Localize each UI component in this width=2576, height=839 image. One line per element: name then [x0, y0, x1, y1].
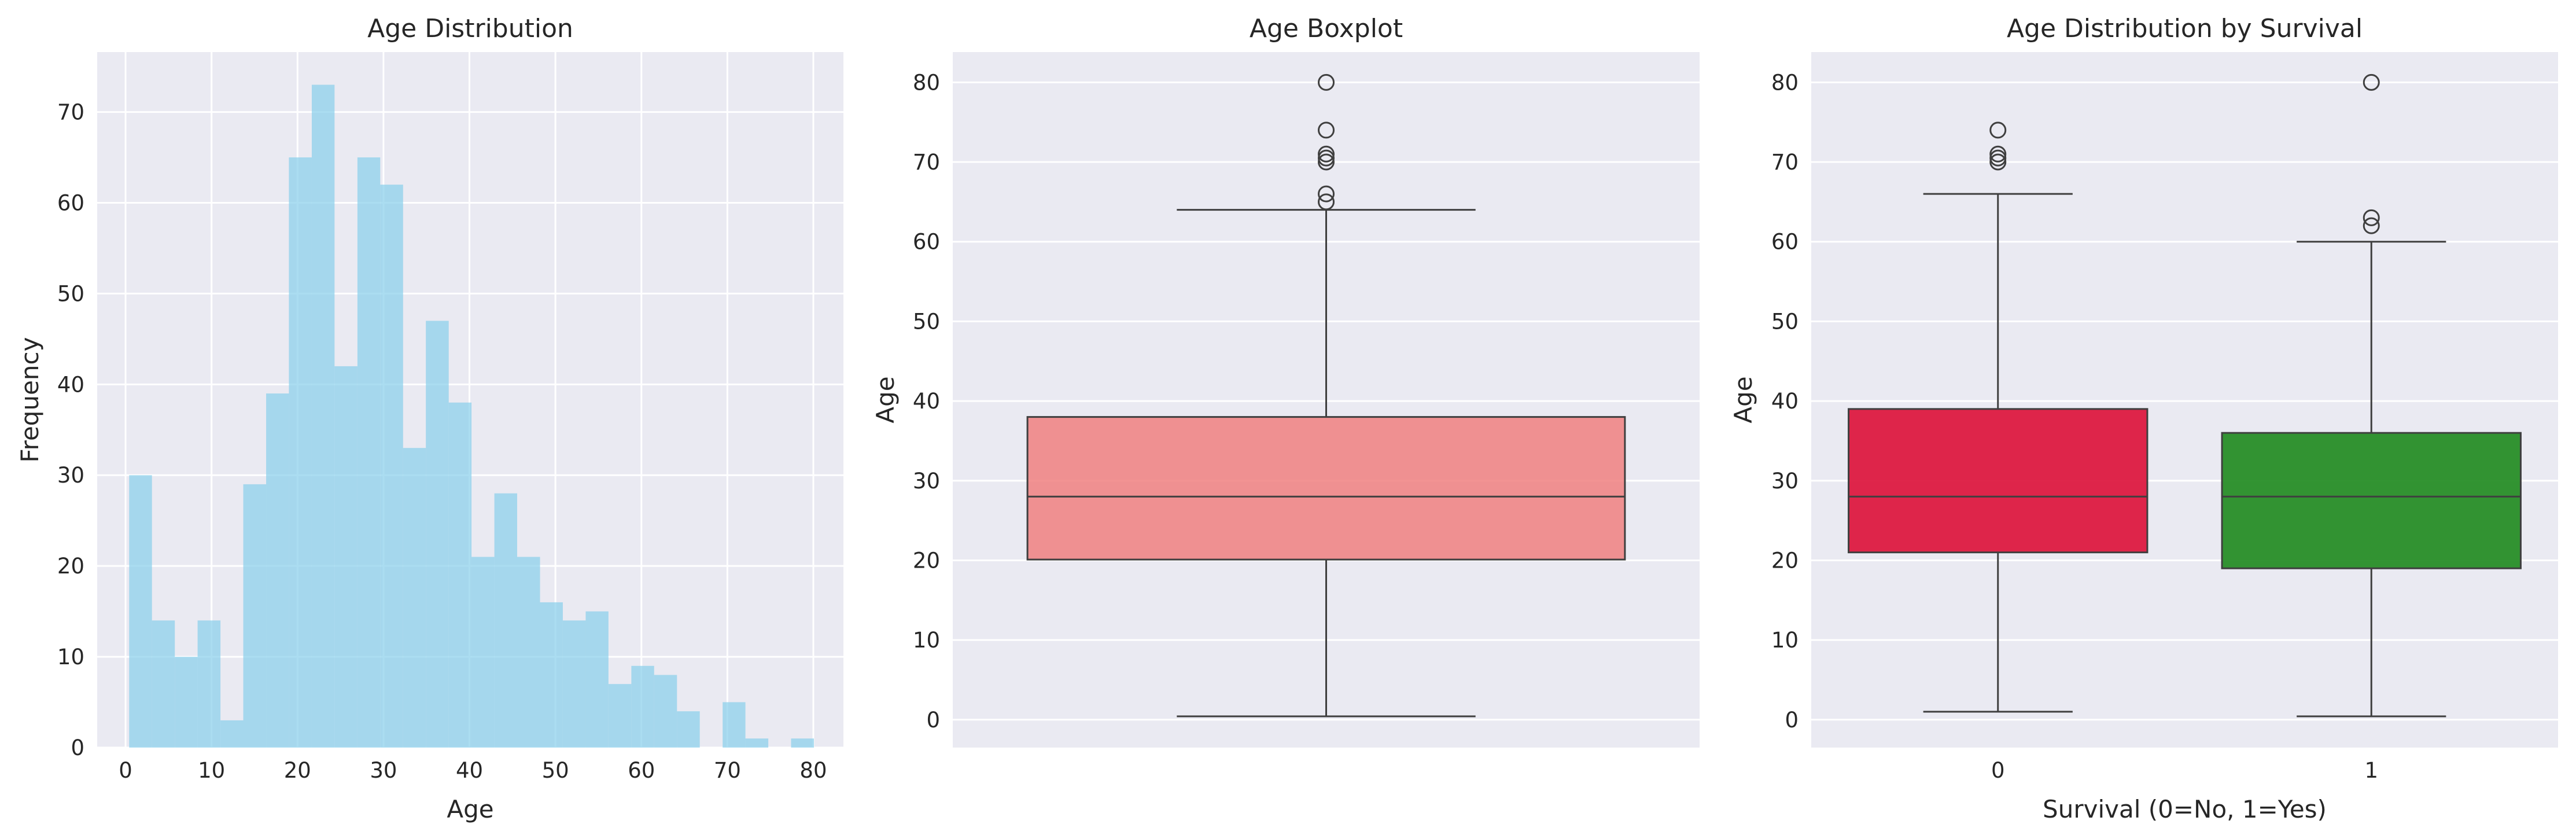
outlier-point [1318, 149, 1335, 167]
age-boxplot-y-axis-label: Age [871, 376, 900, 423]
age-boxplot-title: Age Boxplot [1250, 14, 1403, 43]
y-tick-label: 40 [1771, 389, 1799, 414]
x-tick-label: 60 [628, 758, 655, 783]
x-tick-label: 0 [119, 758, 132, 783]
box-group [1026, 73, 1626, 717]
y-tick-label: 20 [57, 554, 84, 579]
histogram-bar [631, 665, 654, 748]
plot-area [1811, 52, 2558, 748]
y-tick-label: 10 [1771, 628, 1799, 653]
histogram-bar [745, 738, 769, 748]
y-tick-label: 20 [1771, 548, 1799, 573]
outlier-point [2363, 217, 2380, 234]
histogram-bar [243, 484, 267, 748]
y-tick-label: 70 [913, 150, 940, 175]
y-tick-label: 50 [57, 281, 84, 306]
histogram-bar [197, 620, 221, 748]
histogram-bar [175, 657, 198, 748]
survival-boxplot-title: Age Distribution by Survival [2007, 14, 2363, 43]
histogram-bar [380, 185, 403, 748]
outlier-point [2363, 209, 2380, 226]
histogram-x-axis-label: Age [447, 795, 493, 823]
histogram-bar [357, 157, 381, 748]
y-tick-label: 60 [57, 190, 84, 215]
outlier-point [1989, 153, 2007, 171]
y-tick-label: 80 [1771, 70, 1799, 95]
histogram-bar [608, 684, 632, 748]
histogram-bar [266, 393, 289, 748]
y-tick-label: 30 [1771, 469, 1799, 494]
y-tick-label: 40 [913, 389, 940, 414]
histogram-bar [540, 602, 563, 748]
box [1848, 408, 2148, 554]
x-tick-label: 20 [284, 758, 311, 783]
y-tick-label: 30 [57, 463, 84, 488]
x-tick-label: 70 [714, 758, 741, 783]
x-tick-label: 80 [799, 758, 827, 783]
y-tick-label: 0 [71, 735, 84, 760]
x-tick-label: 0 [1991, 758, 2005, 783]
y-tick-label: 20 [913, 548, 940, 573]
box-group [2221, 73, 2522, 717]
survival-boxplot-panel: 0 10 20 30 40 50 60 70 80 0 1 Age Distribution by S… [1729, 14, 2558, 823]
histogram-bar [585, 611, 609, 748]
outlier-point [1318, 185, 1335, 203]
survival-boxplot-x-axis-label: Survival (0=No, 1=Yes) [2043, 795, 2327, 823]
histogram-bar [654, 675, 677, 748]
box [2221, 432, 2522, 569]
y-tick-label: 0 [1785, 708, 1799, 733]
histogram-bar [311, 84, 335, 748]
y-tick-label: 30 [913, 469, 940, 494]
histogram-bar [723, 702, 746, 748]
y-tick-label: 0 [926, 708, 940, 733]
outlier-point [1318, 193, 1335, 211]
box [1026, 416, 1626, 561]
outlier-point [2363, 73, 2380, 91]
y-tick-label: 70 [1771, 150, 1799, 175]
box-group [1848, 122, 2148, 713]
y-tick-label: 70 [57, 100, 84, 125]
y-tick-label: 60 [913, 230, 940, 255]
outlier-point [1318, 153, 1335, 171]
histogram-bar [426, 321, 449, 748]
histogram-bar [471, 557, 495, 748]
histogram-bar [403, 448, 426, 748]
histogram-bar [129, 475, 152, 748]
histogram-bar [448, 402, 472, 748]
y-tick-label: 50 [913, 309, 940, 334]
histogram-bar [220, 720, 244, 748]
x-tick-label: 50 [542, 758, 569, 783]
histogram-y-axis-label: Frequency [16, 337, 44, 463]
histogram-panel: 0 10 20 30 40 50 60 70 0 10 20 30 40 50 60 70 80 Age Dist… [16, 14, 843, 823]
y-tick-label: 10 [913, 628, 940, 653]
histogram-title: Age Distribution [367, 14, 573, 43]
histogram-bar [791, 738, 815, 748]
age-boxplot-panel: 0 10 20 30 40 50 60 70 80 Age Boxplot Age [871, 14, 1700, 748]
histogram-bar [289, 157, 312, 748]
histogram-bar [517, 557, 540, 748]
outlier-point [1318, 122, 1335, 139]
outlier-point [1989, 122, 2007, 139]
x-tick-label: 10 [198, 758, 225, 783]
y-tick-label: 10 [57, 645, 84, 669]
outlier-point [1318, 73, 1335, 91]
histogram-bar [494, 493, 517, 748]
histogram-bar [334, 366, 358, 748]
outlier-point [1989, 145, 2007, 163]
histogram-bar [562, 620, 586, 748]
y-tick-label: 60 [1771, 230, 1799, 255]
survival-boxplot-y-axis-label: Age [1729, 376, 1757, 423]
y-tick-label: 80 [913, 70, 940, 95]
outlier-point [1989, 149, 2007, 167]
y-tick-label: 40 [57, 372, 84, 397]
y-tick-label: 50 [1771, 309, 1799, 334]
histogram-bar [677, 711, 700, 748]
histogram-bar [152, 620, 175, 748]
x-tick-label: 40 [456, 758, 483, 783]
x-tick-label: 30 [370, 758, 397, 783]
x-tick-label: 1 [2364, 758, 2378, 783]
outlier-point [1318, 145, 1335, 163]
